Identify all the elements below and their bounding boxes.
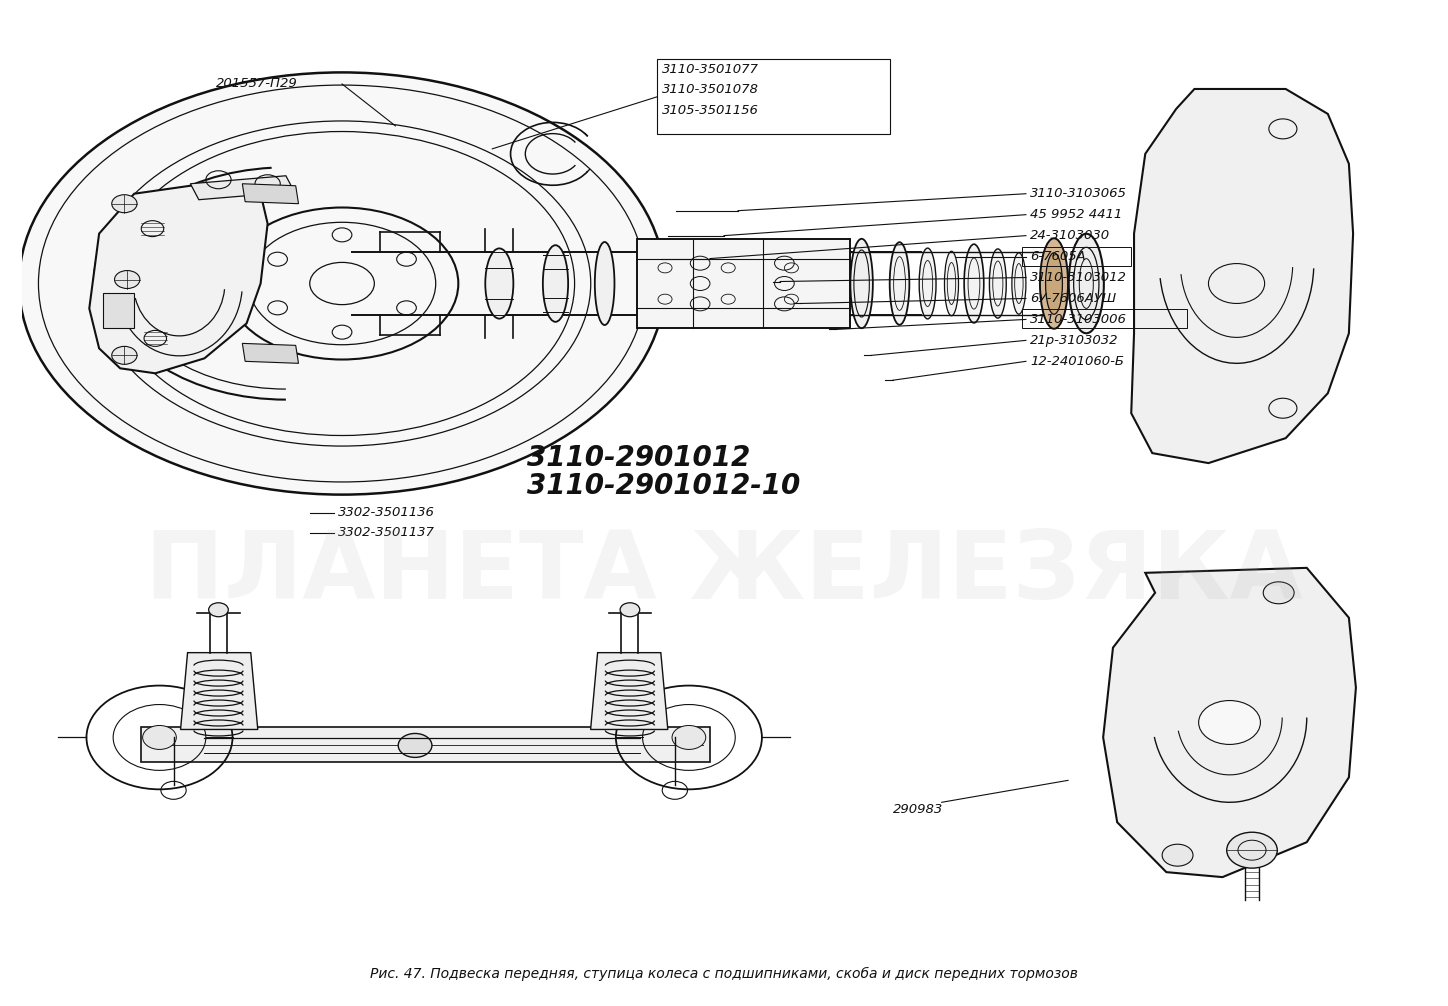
Ellipse shape (485, 248, 514, 319)
Polygon shape (637, 238, 850, 328)
Ellipse shape (944, 252, 959, 316)
Polygon shape (242, 343, 298, 363)
Text: 3110-2901012: 3110-2901012 (527, 444, 750, 472)
Bar (1022, 310, 1187, 328)
Text: 290983: 290983 (892, 803, 943, 816)
Text: 3105-3501156: 3105-3501156 (662, 105, 759, 118)
Ellipse shape (964, 244, 983, 323)
Circle shape (398, 733, 432, 758)
Bar (1022, 246, 1131, 266)
Text: 3110-3103006: 3110-3103006 (1030, 313, 1127, 326)
Polygon shape (90, 184, 268, 373)
Text: ПЛАНЕТА ЖЕЛЕЗЯКА: ПЛАНЕТА ЖЕЛЕЗЯКА (145, 527, 1303, 619)
Ellipse shape (1045, 253, 1063, 314)
Circle shape (1199, 700, 1260, 744)
Circle shape (672, 725, 705, 749)
Text: 3110-3103012: 3110-3103012 (1030, 271, 1127, 284)
Circle shape (1163, 844, 1193, 866)
Text: 12-2401060-Б: 12-2401060-Б (1030, 355, 1124, 368)
Text: 21р-3103032: 21р-3103032 (1030, 334, 1119, 347)
Polygon shape (103, 294, 135, 328)
Text: 3110-3103065: 3110-3103065 (1030, 187, 1127, 200)
Text: 201557-П29: 201557-П29 (216, 77, 297, 91)
Text: Рис. 47. Подвеска передняя, ступица колеса с подшипниками, скоба и диск передних: Рис. 47. Подвеска передняя, ступица коле… (371, 967, 1077, 981)
Circle shape (111, 195, 138, 212)
Text: 6-7605А: 6-7605А (1030, 250, 1086, 264)
Ellipse shape (543, 245, 568, 322)
Text: 24-3103030: 24-3103030 (1030, 229, 1111, 242)
Text: 3110-3501078: 3110-3501078 (662, 83, 759, 97)
Text: 3110-2901012-10: 3110-2901012-10 (527, 472, 801, 500)
Circle shape (620, 603, 640, 617)
Circle shape (111, 346, 138, 364)
Polygon shape (1131, 89, 1352, 463)
Ellipse shape (850, 238, 873, 328)
Ellipse shape (889, 242, 909, 325)
Bar (656, 59, 889, 134)
Text: 3110-3501077: 3110-3501077 (662, 62, 759, 75)
Polygon shape (242, 184, 298, 203)
Text: 45 9952 4411: 45 9952 4411 (1030, 208, 1122, 221)
Ellipse shape (1040, 238, 1069, 329)
Circle shape (1226, 832, 1277, 868)
Polygon shape (142, 727, 710, 763)
Polygon shape (591, 653, 668, 729)
Circle shape (209, 603, 229, 617)
Ellipse shape (1069, 233, 1103, 333)
Polygon shape (1103, 567, 1355, 877)
Circle shape (143, 725, 177, 749)
Circle shape (1263, 581, 1295, 604)
Text: 6У-7606АУШ: 6У-7606АУШ (1030, 292, 1116, 305)
Ellipse shape (989, 248, 1006, 318)
Polygon shape (181, 653, 258, 729)
Ellipse shape (19, 72, 665, 495)
Polygon shape (190, 176, 294, 200)
Ellipse shape (919, 248, 935, 319)
Circle shape (114, 271, 140, 289)
Ellipse shape (1012, 253, 1027, 314)
Text: 3302-3501136: 3302-3501136 (337, 506, 434, 519)
Ellipse shape (595, 242, 614, 325)
Text: 3302-3501137: 3302-3501137 (337, 526, 434, 539)
